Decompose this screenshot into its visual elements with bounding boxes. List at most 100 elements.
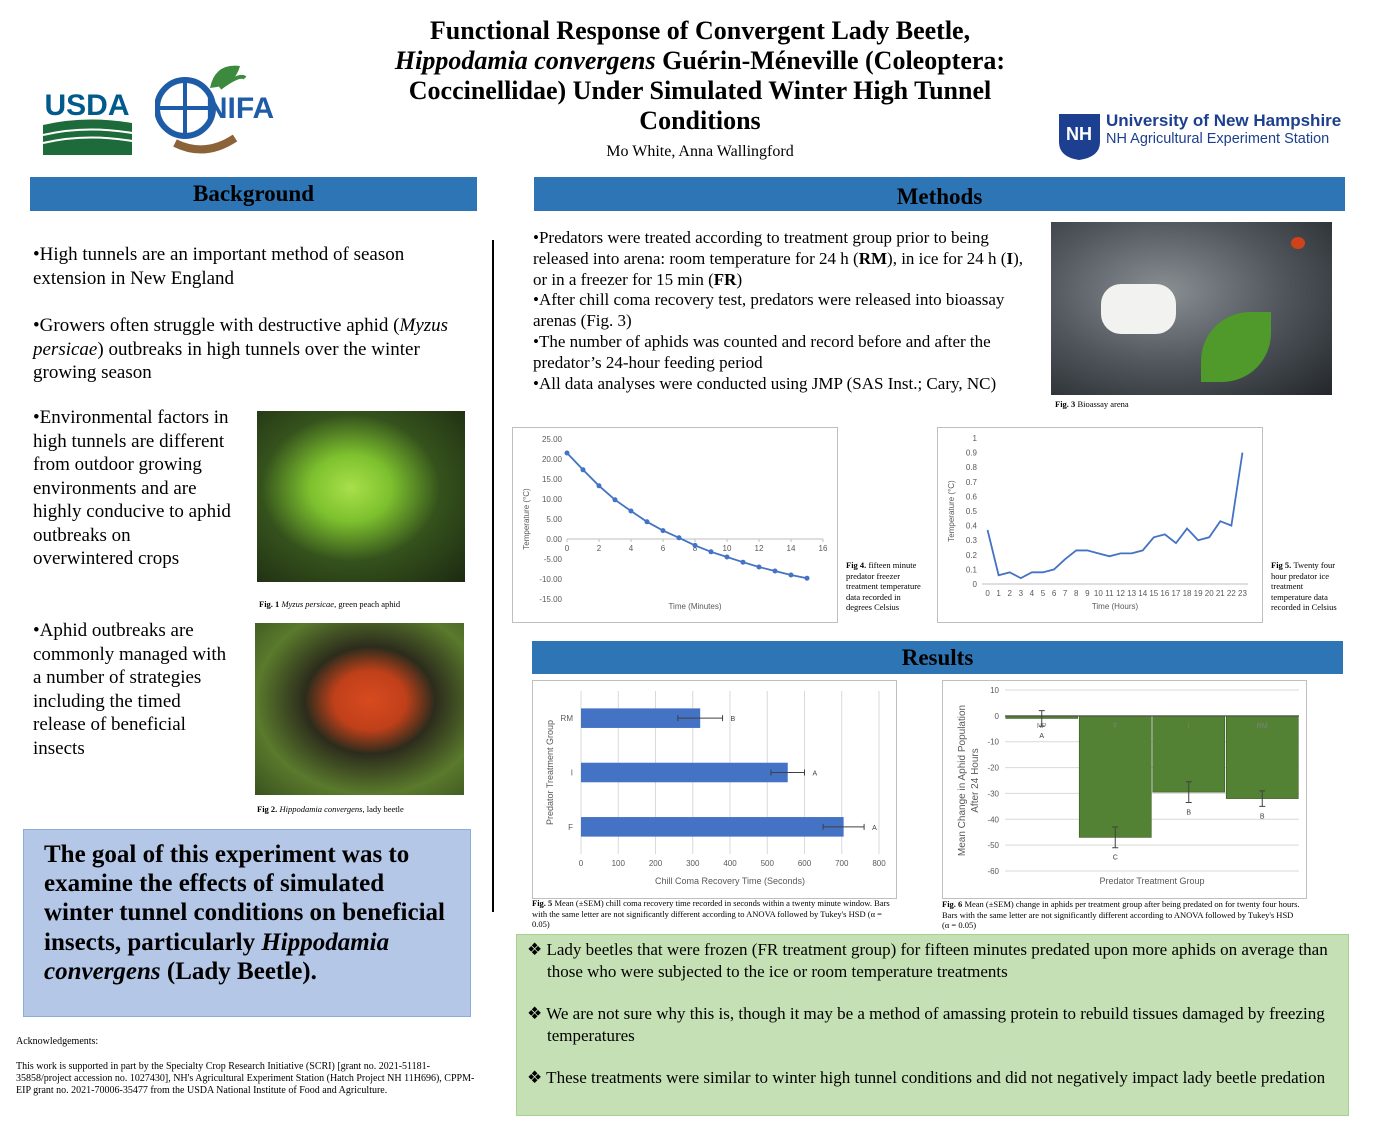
text-run: The goal of this experiment was to exami… [44, 841, 445, 956]
nifa-logo: NIFA [155, 65, 274, 154]
y-tick-label: 10 [990, 686, 999, 695]
bullet: ❖ These treatments were similar to winte… [527, 1067, 1337, 1089]
error-line [677, 715, 724, 722]
x-tick-label: 17 [1172, 589, 1181, 598]
text-run: Hippodamia convergens [279, 804, 363, 814]
text-run: Myzus persicae [33, 315, 449, 360]
text-run: Fig. 5 [532, 898, 555, 908]
text-run: •All data analyses were conducted using … [533, 373, 997, 393]
x-tick-label: 8 [1074, 589, 1079, 598]
x-tick-label: 10 [1094, 589, 1103, 598]
bar [1152, 715, 1226, 793]
bullet: •Predators were treated according to tre… [533, 228, 1025, 290]
bullet: •Environmental factors in high tunnels a… [33, 406, 233, 571]
marker [580, 467, 586, 473]
svg-text:NH: NH [1066, 124, 1092, 144]
text-run: •Growers often struggle with destructive… [33, 315, 400, 336]
text-run: Functional Response of Convergent Lady B… [429, 16, 971, 45]
y-tick-label: F [568, 823, 573, 832]
y-tick-label: -60 [987, 867, 999, 876]
x-tick-label: 2 [1007, 589, 1012, 598]
section-header: Methods [534, 177, 1345, 211]
x-tick-label: 800 [872, 859, 886, 868]
caption: Fig. 3 Bioassay arena [1055, 399, 1255, 410]
error-line [770, 769, 805, 776]
chart: -15.00 -10.00 -5.00 0.00 5.00 10.00 15.00 20.00… [512, 427, 838, 623]
y-tick-label: -40 [987, 815, 999, 824]
x-tick-label: 15 [1149, 589, 1158, 598]
text-run: Fig. 3 [1055, 399, 1078, 409]
marker [804, 575, 810, 581]
text-run: •Aphid outbreaks are commonly managed wi… [33, 620, 227, 759]
x-tick-label: 8 [693, 544, 698, 553]
text-run: •Predators were treated according to tre… [533, 228, 989, 268]
nifa-text: NIFA [206, 92, 274, 125]
x-tick-label: I [1188, 723, 1190, 730]
text-run: Fig. 6 [942, 899, 965, 909]
bullet: ❖ We are not sure why this is, though it… [527, 1003, 1337, 1046]
y-tick-label: 0.9 [966, 449, 978, 458]
x-tick-label: 200 [649, 859, 663, 868]
letter: A [872, 825, 877, 832]
text-run: Conditions [639, 106, 761, 135]
marker [708, 549, 714, 555]
y-tick-label: RM [561, 714, 574, 723]
letter: A [813, 771, 818, 778]
y-tick-label: -20 [987, 764, 999, 773]
unh-text: University of New Hampshire NH Agricultu… [1106, 111, 1341, 147]
divider [492, 240, 494, 912]
x-tick-label: 700 [835, 859, 849, 868]
bullet: •After chill coma recovery test, predato… [533, 290, 1025, 332]
x-tick-label: 0 [565, 544, 570, 553]
letter: B [731, 716, 736, 723]
y-tick-label: 20.00 [542, 455, 563, 464]
text-run: Fig. 1 [259, 599, 282, 609]
usda-logo: USDA [42, 89, 133, 155]
title-line: Hippodamia convergens Guérin-Méneville (… [250, 46, 1150, 76]
y-tick-label: -10.00 [539, 575, 562, 584]
y-tick-label: 0.00 [546, 535, 562, 544]
caption: Fig 4. fifteen minute predator freezer t… [846, 560, 928, 613]
bullet: •Growers often struggle with destructive… [33, 314, 473, 385]
x-tick-label: 18 [1183, 589, 1192, 598]
marker [676, 535, 682, 541]
error-bar [677, 715, 724, 722]
x-tick-label: 300 [686, 859, 700, 868]
x-axis-label: Chill Coma Recovery Time (Seconds) [655, 876, 805, 886]
x-tick-label: 14 [1138, 589, 1147, 598]
y-tick-label: -5.00 [544, 555, 563, 564]
text-run: Fig 5. [1271, 560, 1294, 570]
text-run: Coccinellidae) Under Simulated Winter Hi… [408, 76, 992, 105]
ack-heading: Acknowledgements: [16, 1036, 99, 1047]
chart: 0 100 200 300 400 500 600 700 800 RM B I A F A Chill Co… [532, 680, 897, 899]
x-tick-label: 5 [1041, 589, 1046, 598]
text-run: RM [858, 248, 888, 268]
unh-station: NH Agricultural Experiment Station [1106, 131, 1330, 147]
marker [564, 450, 570, 456]
text-run: Fig 4. [846, 560, 869, 570]
marker [772, 568, 778, 574]
usda-text: USDA [44, 89, 129, 122]
text-run: ), in ice for 24 h ( [887, 248, 1007, 268]
x-tick-label: 19 [1194, 589, 1203, 598]
x-tick-label: 2 [597, 544, 602, 553]
y-tick-label: 5.00 [546, 515, 562, 524]
text-run: ❖ Lady beetles that were frozen (FR trea… [527, 940, 1328, 981]
text-run: I [1006, 248, 1014, 268]
letter: C [1113, 855, 1118, 862]
beetle-photo [255, 623, 464, 795]
y-tick-label: 1 [973, 434, 978, 443]
x-axis-label: Time (Minutes) [668, 602, 721, 611]
bullet: •The number of aphids was counted and re… [533, 332, 1025, 374]
authors: Mo White, Anna Wallingford [606, 143, 794, 160]
bar [1078, 715, 1152, 838]
x-tick-label: 6 [661, 544, 666, 553]
text-run: Mean (±SEM) change in aphids per treatme… [942, 899, 1300, 930]
text-run: ❖ These treatments were similar to winte… [527, 1068, 1326, 1087]
marker [612, 497, 618, 503]
y-tick-label: -15.00 [539, 595, 562, 604]
bar [581, 708, 701, 728]
chart: -60-50-40-30-20-10010NPAFCIBRMBPredator … [942, 680, 1307, 899]
y-tick-label: 0.6 [966, 492, 978, 501]
bullet: •Aphid outbreaks are commonly managed wi… [33, 619, 233, 760]
